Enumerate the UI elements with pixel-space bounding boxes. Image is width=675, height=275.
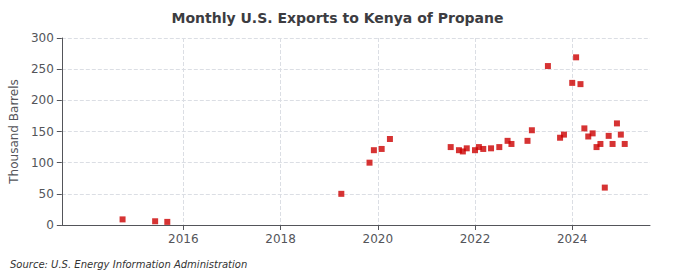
svg-text:0: 0 bbox=[46, 218, 54, 232]
svg-text:Source: U.S. Energy Informatio: Source: U.S. Energy Information Administ… bbox=[10, 259, 247, 270]
svg-text:2020: 2020 bbox=[363, 232, 394, 246]
svg-text:250: 250 bbox=[31, 62, 54, 76]
svg-text:50: 50 bbox=[39, 187, 54, 201]
svg-text:300: 300 bbox=[31, 31, 54, 45]
svg-text:150: 150 bbox=[31, 125, 54, 139]
svg-text:2022: 2022 bbox=[460, 232, 491, 246]
svg-text:Thousand Barrels: Thousand Barrels bbox=[7, 79, 21, 184]
svg-text:200: 200 bbox=[31, 93, 54, 107]
svg-text:2016: 2016 bbox=[168, 232, 199, 246]
svg-text:Monthly U.S. Exports to Kenya: Monthly U.S. Exports to Kenya of Propane bbox=[172, 10, 504, 26]
svg-text:2018: 2018 bbox=[265, 232, 296, 246]
svg-text:100: 100 bbox=[31, 156, 54, 170]
svg-text:2024: 2024 bbox=[557, 232, 588, 246]
